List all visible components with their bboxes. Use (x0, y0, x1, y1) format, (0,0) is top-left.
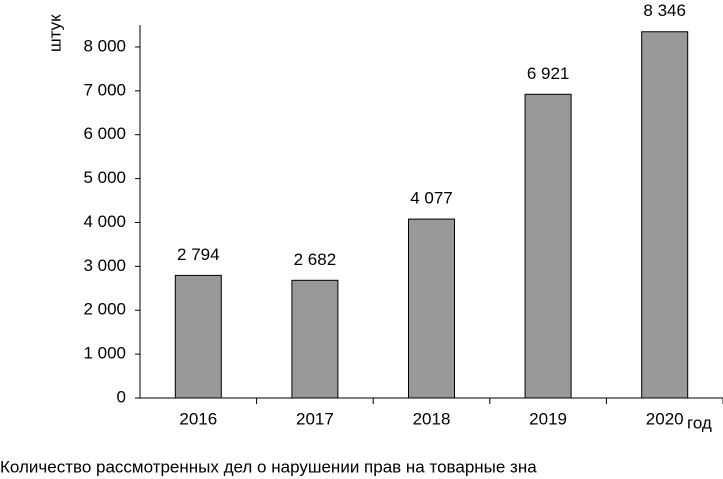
value-label: 6 921 (527, 64, 570, 83)
value-label: 2 682 (294, 250, 337, 269)
value-label: 8 346 (643, 1, 686, 20)
bar (174, 274, 222, 399)
y-tick-label: 8 000 (83, 36, 126, 55)
x-tick-label: 2019 (529, 409, 567, 428)
x-axis-label: год (687, 413, 712, 432)
y-axis-label: штук (45, 14, 64, 52)
y-tick-label: 3 000 (83, 256, 126, 275)
chart-title: Количество рассмотренных дел о нарушении… (0, 457, 537, 476)
y-tick-label: 4 000 (83, 212, 126, 231)
x-tick-label: 2020 (646, 409, 684, 428)
value-label: 4 077 (410, 189, 453, 208)
x-tick-label: 2016 (179, 409, 217, 428)
bar (641, 31, 689, 399)
x-tick-label: 2018 (413, 409, 451, 428)
y-tick-label: 1 000 (83, 344, 126, 363)
bar (408, 218, 455, 399)
y-tick-label: 5 000 (83, 168, 126, 187)
y-tick-label: 2 000 (83, 300, 126, 319)
bar (524, 93, 572, 399)
y-tick-label: 7 000 (83, 80, 126, 99)
value-label: 2 794 (177, 245, 220, 264)
y-tick-label: 0 (117, 387, 126, 406)
x-tick-label: 2017 (296, 409, 334, 428)
bar (291, 279, 339, 399)
y-tick-label: 6 000 (83, 124, 126, 143)
